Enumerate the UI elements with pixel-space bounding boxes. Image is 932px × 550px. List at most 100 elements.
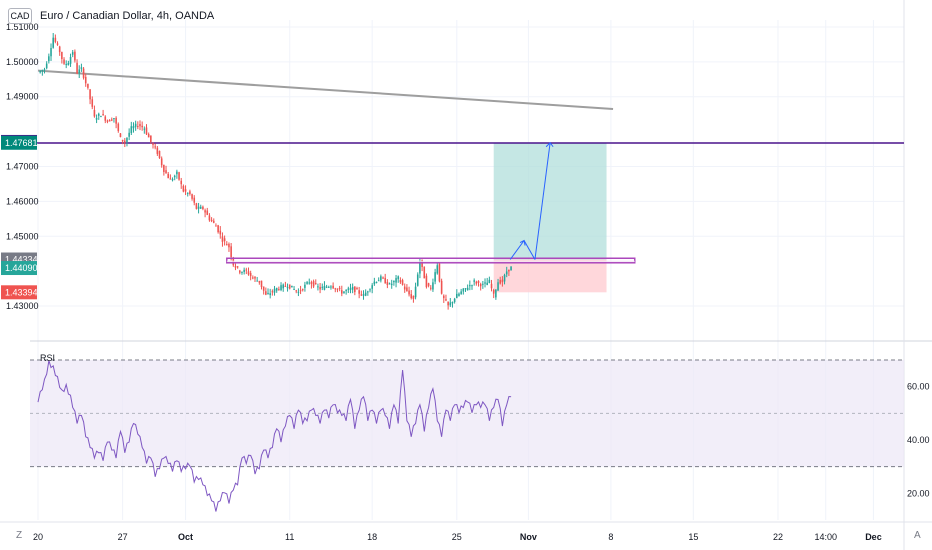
candle-body xyxy=(236,266,239,268)
candle-body xyxy=(76,62,78,74)
candle-body xyxy=(91,99,94,107)
candle-body xyxy=(180,180,183,185)
candle-body xyxy=(252,277,254,279)
candle-body xyxy=(406,287,408,292)
candle-body xyxy=(93,109,96,117)
candle-body xyxy=(377,280,380,282)
candle-body xyxy=(354,286,356,293)
candle-body xyxy=(273,288,276,293)
candle-body xyxy=(43,69,46,71)
candle-body xyxy=(321,286,324,288)
candle-body xyxy=(102,114,104,116)
price-badge[interactable] xyxy=(1,135,37,150)
trendline[interactable] xyxy=(37,69,614,110)
candle-body xyxy=(390,283,393,286)
candle-body xyxy=(241,271,243,273)
profit-target-zone[interactable] xyxy=(493,142,607,260)
candle-body xyxy=(167,173,169,179)
price-badge-label: 1.44090 xyxy=(5,263,38,273)
candle-body xyxy=(419,261,421,274)
candle-body xyxy=(275,288,278,291)
candle-body xyxy=(286,287,289,289)
candle-body xyxy=(206,210,209,215)
candle-body xyxy=(280,285,282,290)
rsi-line[interactable] xyxy=(37,360,512,512)
candle-body xyxy=(408,290,410,295)
candle-body xyxy=(249,273,252,277)
candle-body xyxy=(197,206,200,209)
candle-body xyxy=(156,147,159,154)
price-axis-label: 1.51000 xyxy=(6,22,39,32)
candle-body xyxy=(484,282,486,284)
candle-body xyxy=(74,51,76,61)
candle-body xyxy=(358,290,360,294)
candle-body xyxy=(124,140,126,143)
timezone-corner-button[interactable]: Z xyxy=(16,530,23,541)
stop-loss-zone[interactable] xyxy=(493,259,607,293)
currency-badge[interactable]: CAD xyxy=(8,8,32,24)
time-axis-label: Dec xyxy=(865,532,882,542)
candle-body xyxy=(380,276,382,281)
candle-body xyxy=(121,139,124,142)
candle-body xyxy=(221,236,224,242)
candle-body xyxy=(317,286,319,288)
candle-body xyxy=(260,280,263,288)
candle-body xyxy=(306,282,308,284)
auto-scale-button[interactable]: A xyxy=(914,530,921,541)
candle-body xyxy=(384,277,386,284)
candle-body xyxy=(163,164,165,172)
candle-body xyxy=(39,70,41,73)
candle-body xyxy=(271,291,274,293)
candle-body xyxy=(58,46,61,53)
candle-body xyxy=(445,299,447,301)
candle-body xyxy=(327,286,330,288)
breakout-zone[interactable] xyxy=(226,257,636,264)
candle-body xyxy=(239,270,241,273)
candle-body xyxy=(178,172,180,180)
price-axis-label: 1.49000 xyxy=(6,92,39,102)
candle-body xyxy=(427,283,430,286)
candle-body xyxy=(69,56,72,64)
candle-body xyxy=(217,225,219,233)
candle-body xyxy=(382,277,384,279)
time-axis-label: 27 xyxy=(118,532,128,542)
candle-body xyxy=(87,83,89,88)
candle-body xyxy=(137,126,139,128)
candle-body xyxy=(399,280,402,283)
candle-body xyxy=(267,292,269,294)
candle-body xyxy=(423,266,426,279)
candle-body xyxy=(449,302,452,306)
candle-body xyxy=(215,225,217,227)
time-axis-label: 18 xyxy=(367,532,377,542)
price-badge[interactable] xyxy=(1,261,37,276)
candle-body xyxy=(173,175,176,178)
candle-body xyxy=(154,146,156,148)
candle-body xyxy=(490,283,493,289)
candle-body xyxy=(110,119,113,121)
candle-body xyxy=(436,265,439,274)
candle-body xyxy=(453,298,456,302)
projection-target-line xyxy=(534,142,551,260)
candle-body xyxy=(386,281,389,285)
candle-body xyxy=(412,295,415,299)
price-axis-label: 1.43000 xyxy=(6,301,39,311)
candle-body xyxy=(325,286,328,288)
candle-body xyxy=(291,285,293,288)
candle-body xyxy=(265,291,267,295)
candle-body xyxy=(108,119,111,122)
candle-body xyxy=(223,238,226,242)
candle-body xyxy=(367,291,369,293)
candle-body xyxy=(410,294,413,299)
rsi-band xyxy=(30,360,904,467)
candle-body xyxy=(499,280,502,284)
candle-body xyxy=(301,289,304,291)
candle-body xyxy=(134,123,137,127)
candle-body xyxy=(432,282,434,290)
candle-body xyxy=(176,171,178,175)
candle-body xyxy=(258,280,261,283)
candle-body xyxy=(165,170,167,174)
candle-body xyxy=(195,203,198,209)
candle-body xyxy=(319,286,321,290)
price-badge[interactable] xyxy=(1,285,37,300)
